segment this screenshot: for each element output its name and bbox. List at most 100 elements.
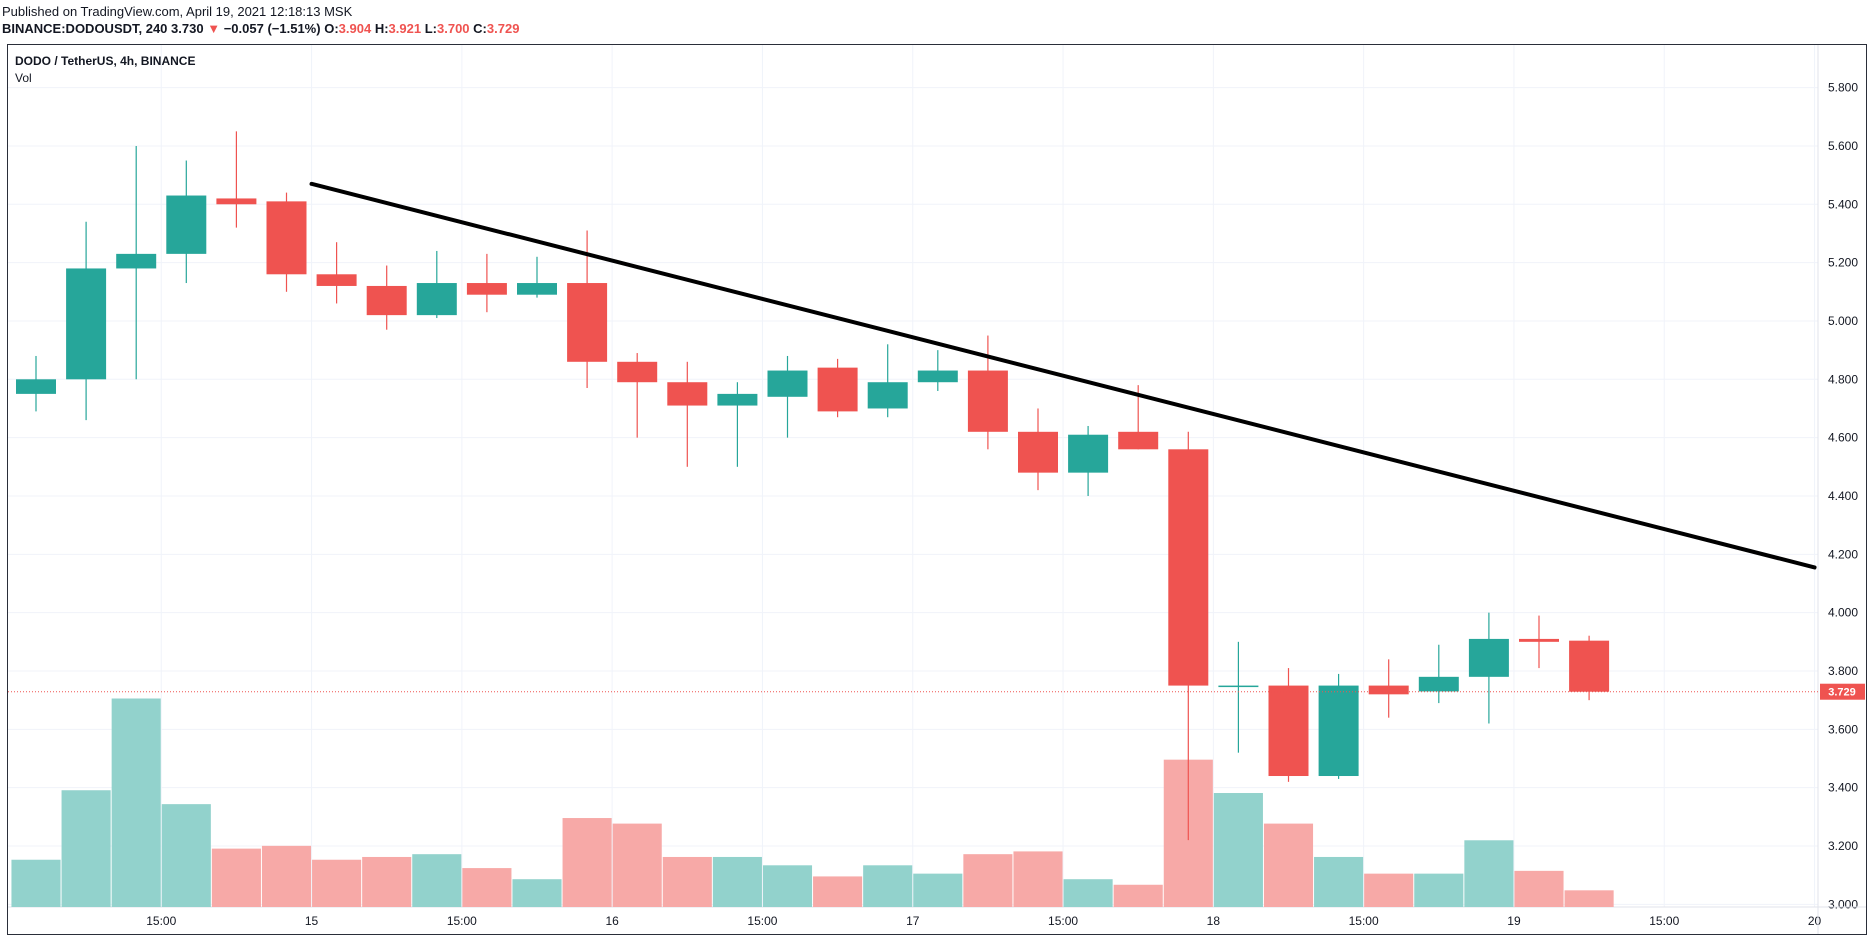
volume-bar — [762, 865, 813, 907]
volume-bar — [362, 856, 412, 907]
volume-bar — [863, 865, 913, 907]
x-tick-label: 15:00 — [747, 914, 777, 928]
candle-body — [1118, 431, 1159, 450]
change-value: −0.057 (−1.51%) — [223, 21, 321, 36]
down-arrow-icon: ▼ — [207, 21, 221, 36]
candle-body — [266, 201, 307, 275]
volume-bar — [111, 698, 161, 907]
candle-body — [567, 283, 608, 362]
candle-body — [1418, 676, 1459, 692]
x-tick-label: 20 — [1808, 914, 1822, 928]
volume-bar — [1464, 840, 1514, 907]
candle-body — [366, 285, 407, 316]
volume-bar — [813, 876, 863, 907]
low-value: 3.700 — [437, 21, 470, 36]
y-tick-label: 3.800 — [1828, 664, 1858, 678]
y-tick-label: 5.400 — [1828, 197, 1858, 211]
candle-body — [1068, 434, 1109, 473]
volume-bar — [512, 879, 562, 907]
candle-body — [817, 367, 858, 412]
volume-bar — [161, 804, 211, 907]
volume-bar — [1564, 890, 1614, 907]
y-tick-label: 3.200 — [1828, 839, 1858, 853]
x-tick-label: 16 — [605, 914, 619, 928]
y-tick-label: 4.000 — [1828, 606, 1858, 620]
x-tick-label: 18 — [1207, 914, 1221, 928]
y-tick-label: 5.800 — [1828, 81, 1858, 95]
volume-bar — [913, 873, 963, 907]
volume-bar — [1213, 793, 1263, 907]
candle-body — [166, 195, 207, 254]
close-value: 3.729 — [486, 21, 520, 36]
candle-body — [1168, 449, 1209, 686]
candle-body — [1368, 685, 1409, 695]
candle-body — [917, 370, 958, 383]
candle-body — [16, 379, 56, 394]
trendline — [309, 181, 1817, 570]
volume-bar — [211, 848, 261, 907]
last-price-value: 3.730 — [171, 21, 204, 36]
symbol-label: BINANCE:DODOUSDT, 240 — [2, 21, 168, 36]
open-value: 3.904 — [338, 21, 372, 36]
x-tick-label: 19 — [1507, 914, 1521, 928]
y-tick-label: 3.400 — [1828, 781, 1858, 795]
candle-body — [517, 283, 557, 295]
candle-body — [1018, 431, 1058, 473]
volume-bar — [1013, 851, 1063, 907]
chart-legend-title: DODO / TetherUS, 4h, BINANCE — [15, 54, 196, 68]
y-tick-label: 3.600 — [1828, 722, 1858, 736]
low-label: L: — [424, 21, 437, 36]
candle-body — [967, 370, 1008, 432]
candle-body — [667, 382, 708, 406]
volume-bar — [412, 854, 462, 907]
candle-body — [717, 393, 758, 406]
x-tick-label: 15:00 — [146, 914, 176, 928]
candle-body — [66, 268, 107, 380]
candle-body — [1268, 685, 1309, 777]
volume-bar — [963, 854, 1013, 907]
volume-bar — [1113, 884, 1163, 907]
volume-bar — [1514, 870, 1564, 907]
candle-body — [767, 370, 808, 397]
y-tick-label: 4.400 — [1828, 489, 1858, 503]
chart-frame — [7, 44, 1867, 935]
volume-bar — [1263, 823, 1314, 907]
x-tick-label: 15:00 — [1649, 914, 1679, 928]
candle-body — [466, 283, 507, 295]
volume-bar — [61, 790, 111, 907]
y-tick-label: 4.800 — [1828, 372, 1858, 386]
volume-bar — [1364, 873, 1414, 907]
candle-body — [116, 253, 157, 269]
candle-body — [1569, 640, 1610, 692]
volume-bar — [1063, 879, 1113, 907]
last-price-label: 3.729 — [1828, 687, 1856, 699]
x-tick-label: 17 — [906, 914, 920, 928]
y-tick-label: 3.000 — [1828, 897, 1858, 911]
volume-bar — [1314, 856, 1364, 907]
last-price-label-bg — [1820, 683, 1865, 700]
candle-body — [1519, 638, 1559, 642]
candle-body — [1318, 685, 1359, 777]
x-tick-label: 15:00 — [1048, 914, 1078, 928]
y-tick-label: 5.200 — [1828, 256, 1858, 270]
y-tick-label: 4.200 — [1828, 547, 1858, 561]
y-tick-label: 5.600 — [1828, 139, 1858, 153]
volume-bar — [612, 823, 662, 907]
volume-bar — [261, 845, 312, 907]
candle-body — [617, 361, 658, 383]
x-tick-label: 15:00 — [1349, 914, 1379, 928]
candle-body — [867, 382, 908, 409]
ohlc-header: BINANCE:DODOUSDT, 240 3.730 ▼ −0.057 (−1… — [2, 21, 519, 37]
published-caption: Published on TradingView.com, April 19, … — [2, 4, 353, 19]
open-label: O: — [324, 21, 339, 36]
volume-bar — [562, 818, 612, 907]
close-label: C: — [473, 21, 487, 36]
volume-bar — [312, 859, 362, 907]
volume-bar — [462, 868, 512, 907]
x-tick-label: 15:00 — [447, 914, 477, 928]
high-value: 3.921 — [388, 21, 422, 36]
candle-body — [1218, 685, 1259, 688]
high-label: H: — [374, 21, 389, 36]
volume-bar — [11, 859, 61, 907]
